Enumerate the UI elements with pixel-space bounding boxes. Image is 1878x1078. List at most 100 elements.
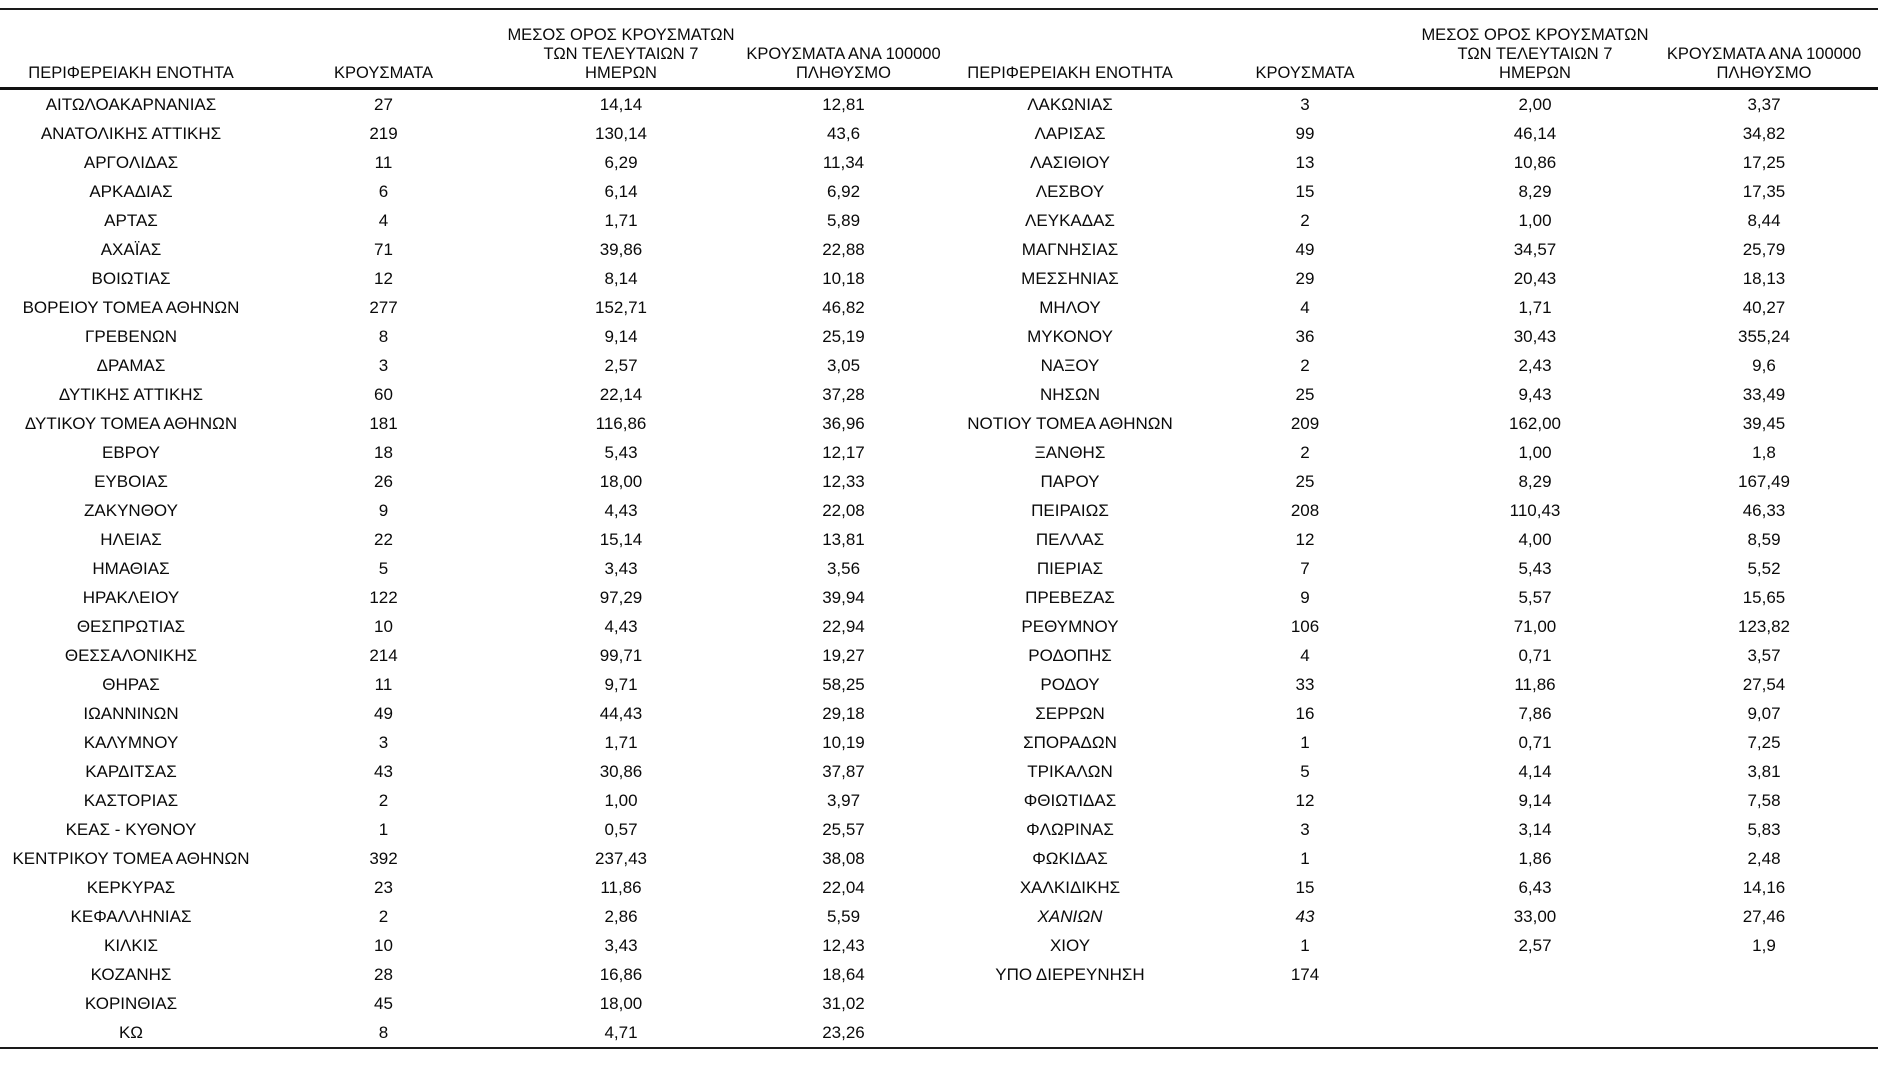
cases-cell xyxy=(1190,989,1420,1018)
per100k-cell: 22,94 xyxy=(822,617,865,636)
per100k-cell: 3,05 xyxy=(826,356,861,375)
cases-cell: 181 xyxy=(369,414,398,433)
per100k-cell: 12,43 xyxy=(822,936,865,955)
region-cell: ΚΕΝΤΡΙΚΟΥ ΤΟΜΕΑ ΑΘΗΝΩΝ xyxy=(12,849,250,868)
region-cell: ΘΗΡΑΣ xyxy=(102,675,160,694)
per100k-cell: 8,44 xyxy=(1747,211,1781,230)
avg7-cell: 5,57 xyxy=(1518,588,1552,607)
cases-cell: 23 xyxy=(374,878,393,897)
region-cell: ΡΟΔΟΠΗΣ xyxy=(1028,646,1112,665)
region-cell: ΚΟΖΑΝΗΣ xyxy=(90,965,172,984)
per100k-cell: 46,82 xyxy=(822,298,865,317)
cases-cell: 4 xyxy=(378,211,389,230)
avg7-cell: 9,43 xyxy=(1518,385,1552,404)
per100k-cell: 18,64 xyxy=(822,965,865,984)
region-cell: ΠΕΛΛΑΣ xyxy=(1035,530,1105,549)
avg7-cell: 1,71 xyxy=(1518,298,1552,317)
per100k-cell: 46,33 xyxy=(1742,501,1786,520)
region-cell: ΜΕΣΣΗΝΙΑΣ xyxy=(1021,269,1119,288)
region-cell: ΡΟΔΟΥ xyxy=(1040,675,1100,694)
region-cell: ΖΑΚΥΝΘΟΥ xyxy=(84,501,178,520)
per100k-cell: 18,13 xyxy=(1742,269,1786,288)
per100k-cell: 8,59 xyxy=(1747,530,1781,549)
per100k-cell: 3,56 xyxy=(826,559,861,578)
cases-cell: 3 xyxy=(1300,95,1310,114)
cases-cell: 71 xyxy=(374,240,393,259)
avg7-cell: 30,43 xyxy=(1513,327,1557,346)
header-line: ΠΛΗΘΥΣΜΟ xyxy=(1716,64,1812,82)
per100k-cell: 7,58 xyxy=(1747,791,1781,810)
avg7-cell: 14,14 xyxy=(599,95,643,114)
per100k-cell: 31,02 xyxy=(822,994,865,1013)
avg7-cell: 2,43 xyxy=(1518,356,1552,375)
header-line: ΚΡΟΥΣΜΑΤΑ ΑΝΑ 100000 xyxy=(1666,45,1862,63)
region-cell: ΔΡΑΜΑΣ xyxy=(96,356,166,375)
region-cell: ΣΕΡΡΩΝ xyxy=(1035,704,1105,723)
avg7-cell: 9,71 xyxy=(604,675,638,694)
avg7-cell: 7,86 xyxy=(1518,704,1552,723)
cases-cell: 25 xyxy=(1295,385,1315,404)
region-cell: ΒΟΙΩΤΙΑΣ xyxy=(91,269,171,288)
per100k-cell: 12,81 xyxy=(822,95,865,114)
per100k-cell: 12,17 xyxy=(822,443,865,462)
region-cell: ΠΑΡΟΥ xyxy=(1040,472,1100,491)
table-row: ΚΟΖΑΝΗΣ 28 16,86 18,64 ΥΠΟ ΔΙΕΡΕΥΝΗΣΗ 174 xyxy=(0,960,1878,989)
per100k-cell: 15,65 xyxy=(1742,588,1786,607)
avg7-cell xyxy=(1420,989,1650,1018)
cases-cell: 10 xyxy=(374,617,393,636)
header-line: ΜΕΣΟΣ ΟΡΟΣ ΚΡΟΥΣΜΑΤΩΝ xyxy=(1421,26,1649,44)
cases-cell: 10 xyxy=(374,936,393,955)
cases-cell: 16 xyxy=(1295,704,1315,723)
cases-cell: 11 xyxy=(374,153,393,172)
table-row: ΔΥΤΙΚΟΥ ΤΟΜΕΑ ΑΘΗΝΩΝ 181 116,86 36,96 ΝΟΤΙΟΥ… xyxy=(0,409,1878,438)
region-cell: ΘΕΣΠΡΩΤΙΑΣ xyxy=(76,617,186,636)
header-line: ΗΜΕΡΩΝ xyxy=(585,64,657,82)
region-cell: ΜΑΓΝΗΣΙΑΣ xyxy=(1021,240,1119,259)
avg7-cell: 34,57 xyxy=(1513,240,1557,259)
region-cell: ΝΟΤΙΟΥ ΤΟΜΕΑ ΑΘΗΝΩΝ xyxy=(967,414,1173,433)
region-cell: ΛΑΣΙΘΙΟΥ xyxy=(1030,153,1110,172)
avg7-cell: 9,14 xyxy=(604,327,638,346)
avg7-cell: 2,86 xyxy=(604,907,638,926)
avg7-cell: 1,00 xyxy=(1518,443,1552,462)
region-cell: ΛΕΣΒΟΥ xyxy=(1035,182,1105,201)
cases-cell: 214 xyxy=(369,646,398,665)
per100k-cell: 22,08 xyxy=(822,501,865,520)
region-cell: ΒΟΡΕΙΟΥ ΤΟΜΕΑ ΑΘΗΝΩΝ xyxy=(22,298,240,317)
cases-cell: 219 xyxy=(369,124,398,143)
region-cell: ΚΕΑΣ - ΚΥΘΝΟΥ xyxy=(65,820,197,839)
region-cell: ΚΙΛΚΙΣ xyxy=(104,936,158,955)
region-cell: ΤΡΙΚΑΛΩΝ xyxy=(1027,762,1113,781)
cases-cell: 22 xyxy=(374,530,393,549)
avg7-cell: 97,29 xyxy=(599,588,643,607)
cases-cell: 49 xyxy=(1295,240,1315,259)
per100k-cell: 27,54 xyxy=(1742,675,1786,694)
avg7-cell: 99,71 xyxy=(599,646,643,665)
cases-cell: 11 xyxy=(374,675,393,694)
per100k-cell: 36,96 xyxy=(822,414,865,433)
per100k-cell: 27,46 xyxy=(1742,907,1786,926)
per100k-cell: 10,19 xyxy=(822,733,865,752)
cases-cell: 15 xyxy=(1295,878,1315,897)
per100k-cell: 5,59 xyxy=(826,907,861,926)
region-cell: ΑΧΑΪΑΣ xyxy=(100,240,162,259)
cases-cell: 49 xyxy=(374,704,393,723)
table-row: ΕΥΒΟΙΑΣ 26 18,00 12,33 ΠΑΡΟΥ 25 8,29 167,49 xyxy=(0,467,1878,496)
per100k-cell: 2,48 xyxy=(1747,849,1781,868)
avg7-cell: 15,14 xyxy=(599,530,643,549)
per100k-cell: 5,89 xyxy=(826,211,861,230)
avg7-cell: 1,00 xyxy=(1518,211,1552,230)
per100k-cell: 17,25 xyxy=(1742,153,1786,172)
cases-cell: 7 xyxy=(1300,559,1310,578)
cases-cell: 1 xyxy=(1300,936,1310,955)
header-line: ΤΩΝ ΤΕΛΕΥΤΑΙΩΝ 7 xyxy=(1457,45,1613,63)
per100k-cell: 1,9 xyxy=(1752,936,1776,955)
cases-cell: 33 xyxy=(1295,675,1315,694)
cases-cell: 1 xyxy=(1300,849,1310,868)
cases-cell: 43 xyxy=(1295,907,1315,926)
avg7-cell: 2,57 xyxy=(604,356,638,375)
cases-cell: 27 xyxy=(374,95,393,114)
region-cell: ΣΠΟΡΑΔΩΝ xyxy=(1023,733,1117,752)
table-row: ΚΙΛΚΙΣ 10 3,43 12,43 ΧΙΟΥ 1 2,57 1,9 xyxy=(0,931,1878,960)
avg7-cell: 0,71 xyxy=(1518,733,1552,752)
